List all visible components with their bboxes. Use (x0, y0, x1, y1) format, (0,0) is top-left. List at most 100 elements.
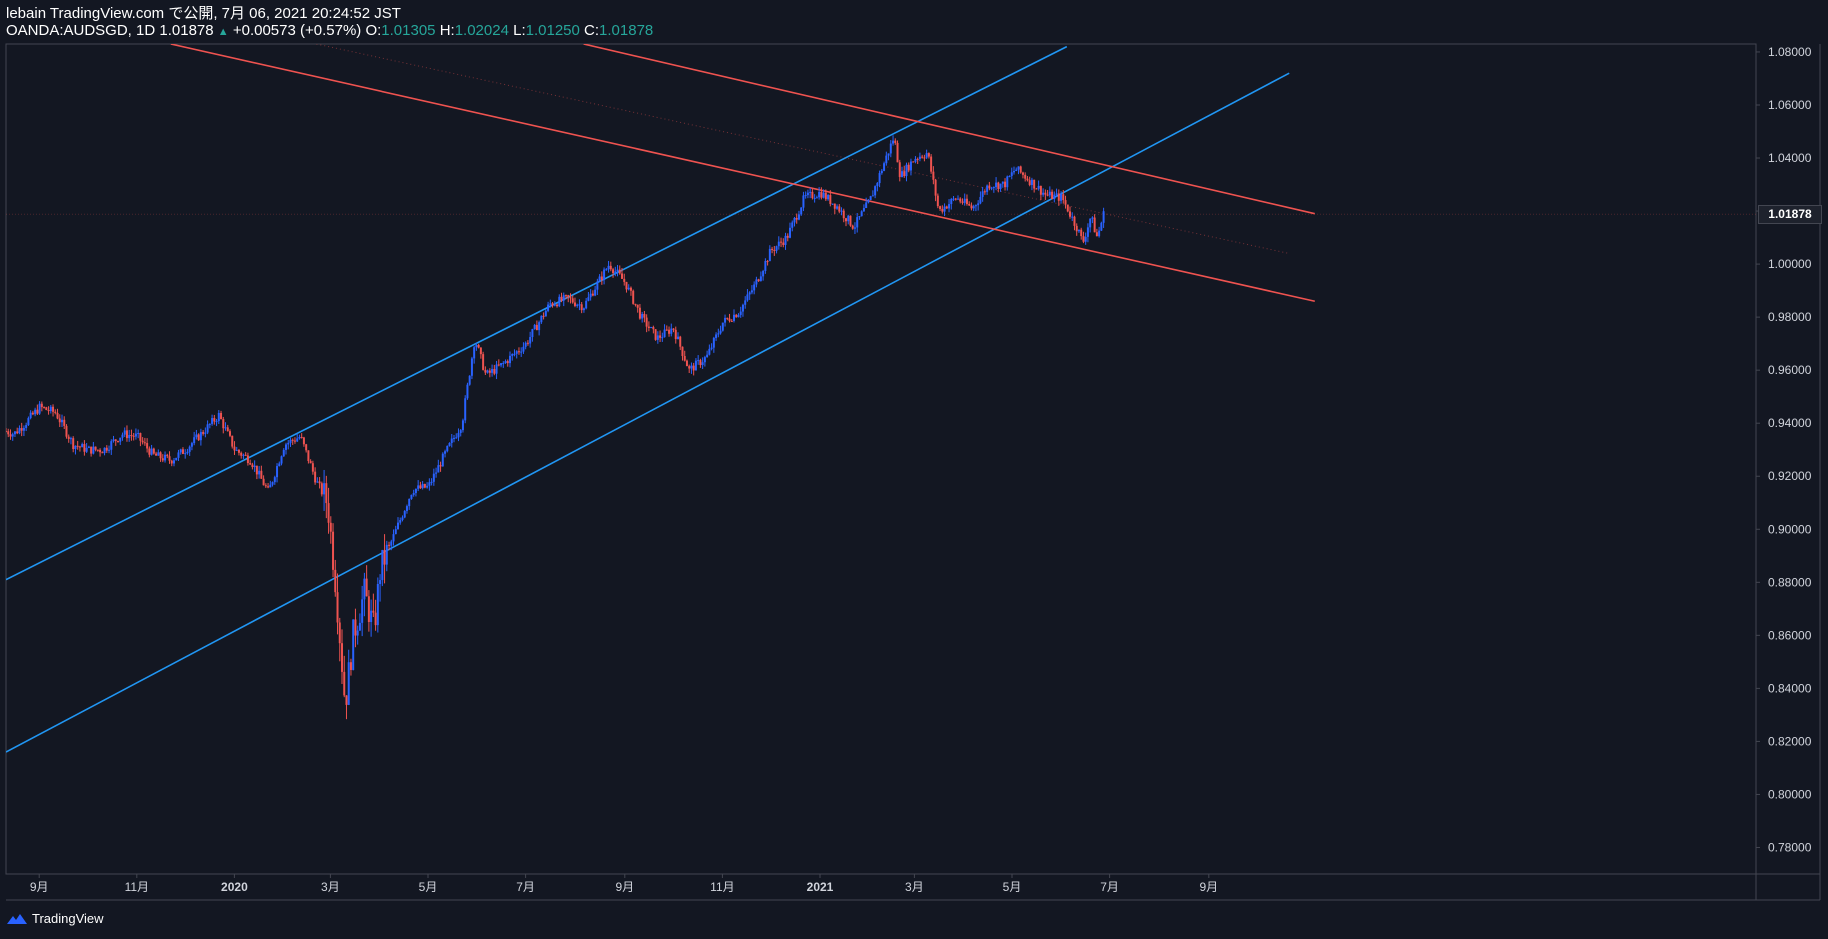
price-tick-label: 0.90000 (1768, 522, 1812, 536)
candle-body (800, 207, 803, 215)
candle-body (809, 191, 812, 193)
candle-body (876, 183, 879, 187)
candle-body (119, 437, 122, 442)
candle-body (204, 432, 207, 434)
candle-body (208, 423, 211, 425)
candle-body (1037, 185, 1040, 189)
close-value: 1.01878 (599, 22, 654, 39)
candle-body (390, 541, 393, 546)
candle-body (677, 336, 679, 340)
candle-body (72, 438, 75, 449)
candle-body (829, 195, 832, 204)
candle-body (1082, 236, 1085, 242)
candle-body (607, 265, 610, 270)
candle-body (459, 430, 462, 433)
candle-body (491, 368, 494, 373)
price-tick-label: 0.92000 (1768, 469, 1812, 483)
candle-body (388, 544, 391, 546)
candle-body (836, 206, 839, 209)
trendlines-layer[interactable] (6, 44, 1756, 753)
candle-body (177, 452, 180, 458)
candle-body (36, 409, 39, 414)
candle-body (76, 445, 79, 447)
candle-body (562, 295, 565, 301)
candle-body (58, 418, 61, 423)
footer-brand[interactable]: TradingView (6, 911, 104, 926)
candle-body (179, 449, 182, 453)
candle-body (87, 446, 90, 448)
candle-body (495, 364, 498, 374)
candle-body (6, 431, 7, 433)
candle-body (103, 447, 106, 454)
candle-body (840, 210, 843, 212)
candle-body (101, 452, 104, 454)
candle-body (793, 217, 796, 223)
candle-body (782, 242, 785, 245)
candle-body (352, 619, 355, 670)
trendline-3[interactable] (170, 44, 1315, 303)
candle-body (11, 434, 14, 437)
candle-body (461, 420, 464, 431)
candle-body (455, 437, 458, 439)
trendline-2[interactable] (6, 72, 1290, 753)
candle-body (470, 358, 473, 376)
candle-body (827, 195, 830, 200)
candle-body (1024, 174, 1027, 179)
candle-body (609, 265, 612, 270)
candle-body (907, 164, 910, 171)
candle-body (477, 344, 480, 348)
candle-body (941, 209, 944, 212)
candle-body (289, 439, 292, 443)
candle-body (81, 444, 84, 448)
candle-body (659, 335, 662, 338)
candle-body (612, 269, 615, 274)
candle-body (728, 318, 731, 321)
candle-body (69, 438, 72, 440)
candle-body (672, 328, 675, 330)
time-tick-label: 9月 (1199, 880, 1218, 894)
candle-body (957, 198, 959, 200)
candle-body (320, 483, 323, 495)
candle-body (441, 453, 444, 467)
candle-body (589, 293, 592, 298)
candle-body (426, 485, 429, 488)
time-axis[interactable]: 9月 11月 2020 3月 5月 7月 9月 11月 2021 3月 5月 7月 9月 (30, 874, 1218, 894)
candle-body (502, 362, 505, 364)
candle-body (1100, 222, 1103, 231)
candle-body (811, 191, 814, 199)
candle-body (647, 326, 650, 328)
candle-body (668, 329, 671, 334)
trendline-4[interactable] (583, 44, 1315, 215)
price-axis[interactable]: 1.080001.060001.040001.020001.000000.980… (1756, 45, 1812, 855)
candle-body (632, 290, 635, 304)
candle-body (161, 458, 164, 461)
candle-body (9, 434, 12, 437)
candle-body (61, 419, 63, 423)
symbol-label[interactable]: OANDA:AUDSGD, 1D (6, 22, 156, 39)
candle-body (504, 361, 507, 363)
candle-body (1062, 194, 1065, 201)
candle-body (1089, 218, 1092, 228)
candle-body (775, 246, 778, 251)
candle-body (567, 295, 570, 298)
candle-body (190, 443, 193, 447)
footer-brand-label: TradingView (32, 911, 104, 926)
candle-body (979, 196, 982, 204)
price-tick-label: 0.86000 (1768, 628, 1812, 642)
candle-body (493, 368, 496, 374)
candle-body (316, 481, 319, 483)
candle-body (486, 370, 489, 373)
candle-body (479, 347, 482, 355)
price-tick-label: 0.82000 (1768, 734, 1812, 748)
candle-body (515, 351, 518, 354)
high-value: 1.02024 (454, 22, 509, 39)
candle-body (394, 529, 397, 535)
trendline-1[interactable] (6, 45, 1068, 581)
candle-body (892, 140, 895, 144)
candle-body (806, 192, 809, 196)
candle-body (285, 444, 287, 450)
candle-body (381, 549, 384, 581)
candle-body (1010, 172, 1013, 176)
candle-body (759, 276, 762, 281)
